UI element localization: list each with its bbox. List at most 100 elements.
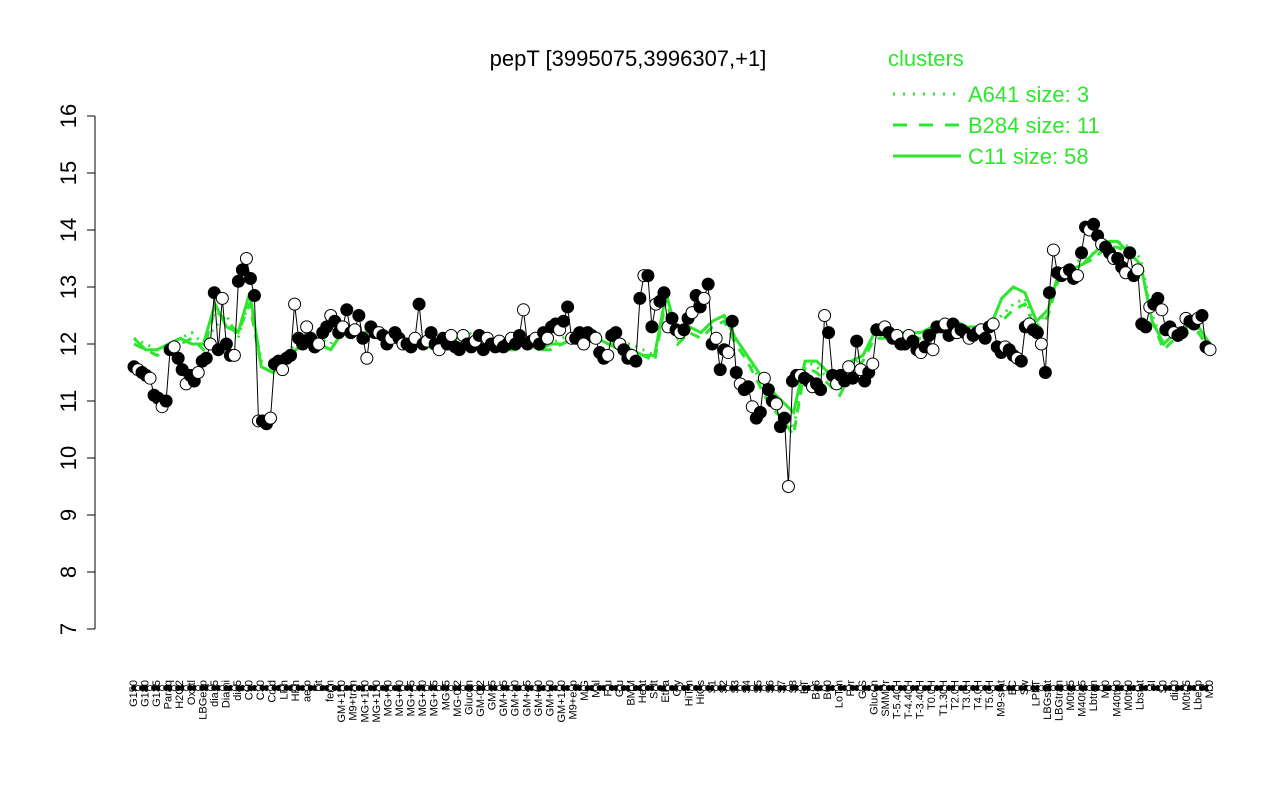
- y-axis-ticks: 7 8 9 10 11 12 13 14 15 16: [56, 104, 95, 635]
- x-tick-label: T2.0H: [949, 680, 961, 710]
- data-point: [814, 383, 828, 397]
- data-point: [701, 277, 715, 291]
- x-tick-label: Glucon: [463, 680, 475, 715]
- data-point: [276, 363, 290, 377]
- x-tick-label: Heat: [637, 680, 649, 703]
- data-point: [1038, 366, 1052, 379]
- data-point: [657, 286, 671, 300]
- y-tick-label: 12: [56, 332, 81, 356]
- x-tick-label: HiTm: [683, 680, 695, 706]
- data-point: [288, 297, 302, 311]
- x-tick-label: Glucon: [868, 680, 880, 715]
- data-point: [284, 348, 298, 362]
- data-point: [1131, 263, 1145, 277]
- y-tick-label: 13: [56, 275, 81, 299]
- x-tick-label: HiOs: [695, 680, 707, 705]
- data-point: [557, 314, 571, 328]
- data-point: [1087, 217, 1101, 231]
- x-tick-label: BMM: [625, 680, 637, 706]
- y-tick-label: 7: [56, 623, 81, 635]
- data-point: [243, 271, 257, 285]
- data-point: [1071, 269, 1085, 283]
- data-point: [219, 337, 233, 351]
- x-tick-label: G180: [139, 680, 151, 707]
- data-point: [850, 334, 864, 348]
- x-tick-label: H2O2: [174, 680, 186, 709]
- x-tick-label: LPhT: [1030, 680, 1042, 707]
- data-point: [822, 326, 836, 340]
- x-tick-label: Paraq: [163, 680, 175, 709]
- data-point: [1046, 243, 1060, 257]
- x-tick-label: Lbexp: [1192, 680, 1204, 710]
- data-point: [818, 309, 832, 322]
- x-tick-label: Lbtran: [1088, 680, 1100, 711]
- data-point: [846, 371, 860, 385]
- x-tick-label: aero: [301, 680, 313, 702]
- data-point: [753, 405, 767, 419]
- data-point: [239, 252, 253, 265]
- x-tick-label: T0.0H: [926, 680, 938, 710]
- data-point: [1195, 309, 1209, 322]
- data-point: [721, 346, 735, 360]
- data-point: [713, 363, 727, 377]
- data-point: [677, 323, 691, 337]
- data-point: [978, 331, 992, 345]
- data-point: [512, 328, 526, 342]
- data-point: [741, 380, 755, 394]
- legend-item-a641: A641 size: 3: [968, 82, 1089, 107]
- legend-item-c11: C11 size: 58: [968, 144, 1089, 169]
- data-point: [697, 291, 711, 305]
- data-point: [247, 289, 261, 303]
- data-point: [231, 274, 245, 288]
- data-point: [922, 328, 936, 342]
- data-point: [986, 317, 1000, 331]
- data-point: [589, 331, 603, 345]
- x-tick-label: M0t90: [1123, 680, 1135, 711]
- data-point: [227, 348, 241, 362]
- x-tick-label: Oxctl: [186, 680, 198, 705]
- chart-title: pepT [3995075,3996307,+1]: [490, 46, 767, 71]
- data-point: [167, 340, 181, 354]
- x-tick-label: T5.0H: [984, 680, 996, 710]
- legend: clusters A641 size: 3 B284 size: 11 C11 …: [888, 46, 1100, 169]
- legend-title: clusters: [888, 46, 964, 71]
- y-tick-label: 9: [56, 509, 81, 521]
- data-point: [1034, 337, 1048, 351]
- data-point: [641, 269, 655, 283]
- data-point: [235, 263, 249, 277]
- data-point: [171, 351, 185, 365]
- data-point: [629, 354, 643, 368]
- data-point: [1042, 286, 1056, 300]
- data-point: [541, 331, 555, 345]
- data-point: [769, 397, 783, 411]
- data-point: [360, 351, 374, 365]
- x-tick-label: M0t45: [1181, 680, 1193, 711]
- data-point: [424, 326, 438, 340]
- data-point: [1075, 246, 1089, 260]
- data-point: [725, 314, 739, 328]
- expression-series: [127, 217, 1217, 493]
- x-tick-label: Cold: [267, 680, 279, 703]
- data-point: [777, 411, 791, 425]
- data-point: [340, 303, 354, 317]
- data-point: [926, 343, 940, 357]
- data-point: [665, 311, 679, 325]
- x-tick-label: G150: [128, 680, 140, 707]
- data-point: [577, 337, 591, 351]
- data-point: [264, 411, 278, 425]
- x-tick-label: T4.0H: [973, 680, 985, 710]
- data-point: [729, 366, 743, 379]
- data-point: [1014, 354, 1028, 368]
- x-tick-label: Diami: [220, 680, 232, 708]
- data-point: [191, 366, 205, 379]
- data-point: [143, 371, 157, 385]
- data-point: [1203, 343, 1217, 357]
- x-rug-marks: [130, 685, 1214, 692]
- data-point: [866, 357, 880, 371]
- x-tick-label: GM+5: [487, 680, 499, 710]
- x-tick-label: Etha: [660, 679, 672, 703]
- data-point: [1151, 291, 1165, 305]
- y-tick-label: 15: [56, 161, 81, 185]
- data-point: [312, 337, 326, 351]
